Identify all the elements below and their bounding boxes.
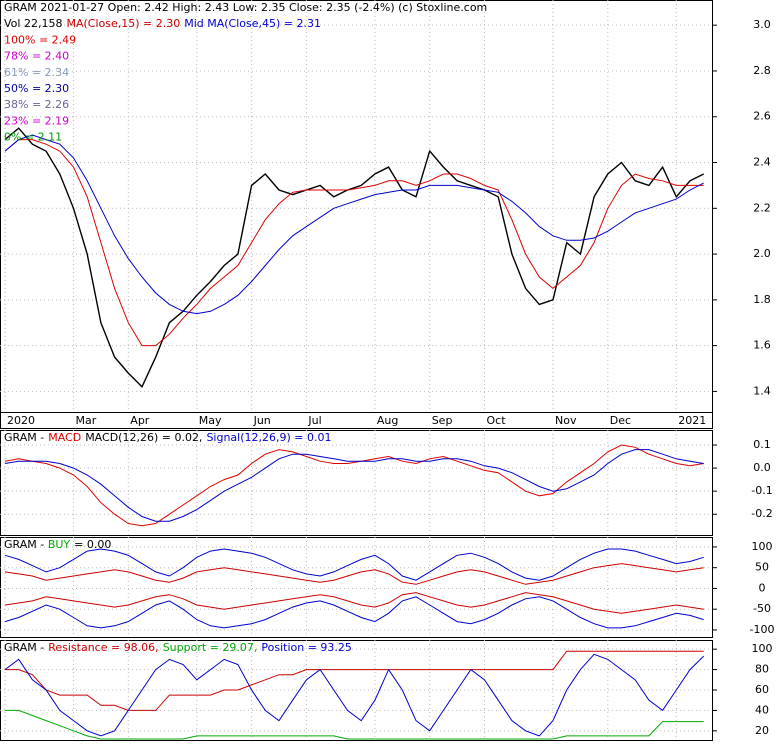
legend-line: 38% = 2.26 xyxy=(4,98,69,111)
y-tick-label: -100 xyxy=(750,623,775,636)
legend-line: 78% = 2.40 xyxy=(4,50,69,63)
legend-text: GRAM - xyxy=(4,538,44,551)
x-tick-label: Jul xyxy=(307,414,321,427)
y-tick-label: 0 xyxy=(759,581,766,594)
legend-text: 78% = 2.40 xyxy=(4,50,69,63)
series-line xyxy=(4,596,704,629)
legend-text: GRAM - xyxy=(4,641,44,654)
y-tick-label: 100 xyxy=(752,642,773,655)
plot-frame xyxy=(0,412,713,429)
series-line xyxy=(5,709,704,740)
y-tick-label: 100 xyxy=(752,540,773,553)
legend-text: Signal(12,26,9) = 0.01 xyxy=(206,431,331,444)
legend-text: BUY xyxy=(48,538,71,551)
y-tick-label: 50 xyxy=(755,561,769,574)
y-tick-label: 2.4 xyxy=(753,156,771,169)
x-tick-label: May xyxy=(199,414,222,427)
x-tick-label: Oct xyxy=(487,414,507,427)
legend-text: Support = 29.07, xyxy=(163,641,258,654)
y-tick-label: 20 xyxy=(755,724,769,737)
x-tick-label: Dec xyxy=(610,414,631,427)
y-tick-label: 0.0 xyxy=(753,461,771,474)
legend-line: GRAM - BUY = 0.00 xyxy=(4,538,111,551)
series-line xyxy=(4,563,704,585)
legend-line: GRAM - Resistance = 98.06, Support = 29.07… xyxy=(4,641,352,654)
legend-text: Mid MA(Close,45) = 2.31 xyxy=(184,17,321,30)
legend-line: Vol 22,158 MA(Close,15) = 2.30 Mid MA(Clos… xyxy=(4,17,321,30)
legend-line: 50% = 2.30 xyxy=(4,82,69,95)
y-tick-label: 40 xyxy=(755,703,769,716)
x-tick-label: Jun xyxy=(253,414,271,427)
legend-text: 23% = 2.19 xyxy=(4,114,69,127)
y-tick-label: 1.8 xyxy=(753,293,771,306)
series-line xyxy=(4,449,704,522)
y-tick-label: 80 xyxy=(755,663,769,676)
legend-text: 38% = 2.26 xyxy=(4,98,69,111)
plot-frame xyxy=(0,0,713,413)
legend-line: GRAM 2021-01-27 Open: 2.42 High: 2.43 Lo… xyxy=(4,1,487,14)
legend-line: 100% = 2.49 xyxy=(4,33,76,46)
y-tick-label: -0.2 xyxy=(751,507,772,520)
series-line xyxy=(4,653,705,737)
legend-text: Resistance = 98.06, xyxy=(48,641,158,654)
series-line xyxy=(4,548,704,581)
y-tick-label: 3.0 xyxy=(753,18,771,31)
x-tick-label: Apr xyxy=(130,414,150,427)
legend-line: GRAM - MACD MACD(12,26) = 0.02, Signal(12,2… xyxy=(4,431,332,444)
legend-text: 50% = 2.30 xyxy=(4,82,69,95)
legend-text: MACD(12,26) = 0.02, xyxy=(85,431,202,444)
y-tick-label: 2.2 xyxy=(753,201,771,214)
legend-text: = 0.00 xyxy=(74,538,111,551)
x-tick-label: 2021 xyxy=(678,414,706,427)
plot-frame xyxy=(0,430,713,536)
x-tick-label: Sep xyxy=(432,414,453,427)
y-tick-label: 60 xyxy=(755,683,769,696)
legend-text: 100% = 2.49 xyxy=(4,33,76,46)
series-line xyxy=(4,127,705,389)
legend-text: Position = 93.25 xyxy=(261,641,352,654)
y-tick-label: 2.0 xyxy=(753,247,771,260)
legend-text: GRAM - xyxy=(4,431,44,444)
plot-frame xyxy=(0,537,713,638)
y-tick-label: 2.6 xyxy=(753,110,771,123)
legend-text: GRAM 2021-01-27 Open: 2.42 High: 2.43 Lo… xyxy=(4,1,487,14)
series-line xyxy=(4,139,704,347)
series-line xyxy=(4,592,704,614)
legend-line: 61% = 2.34 xyxy=(4,66,69,79)
x-tick-label: Nov xyxy=(555,414,577,427)
legend-text: MA(Close,15) = 2.30 xyxy=(66,17,180,30)
y-tick-label: 1.4 xyxy=(753,384,771,397)
legend-line: 0% = 2.11 xyxy=(4,131,62,144)
series-line xyxy=(5,650,704,711)
y-tick-label: 2.8 xyxy=(753,64,771,77)
legend-text: MACD xyxy=(48,431,81,444)
y-tick-label: -50 xyxy=(753,602,771,615)
legend-line: 23% = 2.19 xyxy=(4,114,69,127)
series-line xyxy=(4,134,704,315)
y-tick-label: 1.6 xyxy=(753,339,771,352)
y-tick-label: -0.1 xyxy=(751,484,772,497)
x-tick-label: 2020 xyxy=(7,414,35,427)
legend-text: Vol 22,158 xyxy=(4,17,62,30)
series-line xyxy=(4,444,704,527)
legend-text: 0% = 2.11 xyxy=(4,131,62,144)
x-tick-label: Aug xyxy=(377,414,398,427)
y-tick-label: 0.1 xyxy=(753,438,771,451)
legend-text: 61% = 2.34 xyxy=(4,66,69,79)
x-tick-label: Mar xyxy=(76,414,97,427)
